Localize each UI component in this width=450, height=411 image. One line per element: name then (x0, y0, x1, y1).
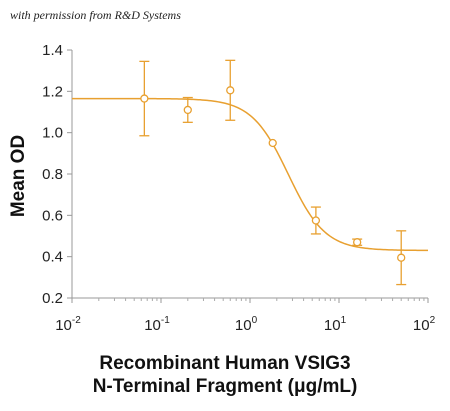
x-axis: 10-2 10-1 100 101 102 (55, 297, 436, 334)
x-axis-label-line1: Recombinant Human VSIG3 (99, 353, 351, 374)
data-point (268, 138, 277, 148)
y-tick-label: 0.4 (42, 249, 63, 266)
data-marker (183, 105, 192, 115)
y-tick-label: 0.6 (42, 207, 63, 224)
data-marker (311, 216, 321, 225)
x-tick-label: 100 (235, 315, 258, 334)
y-tick-label: 0.8 (42, 166, 63, 183)
attribution-text: with permission from R&D Systems (10, 8, 181, 22)
data-marker (353, 238, 362, 247)
x-axis-label-line2: N-Terminal Fragment (μg/mL) (92, 376, 358, 397)
data-point (352, 238, 363, 247)
data-marker (397, 253, 406, 262)
data-marker (268, 138, 277, 148)
y-ticks: 0.2 0.4 0.6 0.8 1.0 1.2 1.4 (42, 42, 72, 307)
y-axis: 0.2 0.4 0.6 0.8 1.0 1.2 1.4 (42, 42, 73, 307)
y-tick-label: 1.4 (42, 42, 63, 59)
x-tick-label: 10-1 (144, 315, 170, 334)
data-point (396, 230, 407, 286)
data-points (139, 59, 407, 286)
x-tick-label: 10-2 (55, 315, 81, 334)
y-axis-label: Mean OD (8, 135, 29, 217)
data-point (310, 206, 321, 235)
fit-curve (72, 97, 429, 252)
x-ticks: 10-2 10-1 100 101 102 (55, 298, 436, 334)
data-marker (140, 94, 149, 103)
data-point (182, 96, 193, 123)
y-tick-label: 1.2 (42, 83, 63, 100)
data-point (225, 59, 236, 121)
x-tick-label: 101 (324, 315, 347, 334)
data-point (139, 60, 150, 137)
y-tick-label: 0.2 (42, 290, 63, 307)
x-tick-label: 102 (413, 315, 436, 334)
y-tick-label: 1.0 (42, 125, 63, 142)
data-marker (226, 86, 235, 95)
